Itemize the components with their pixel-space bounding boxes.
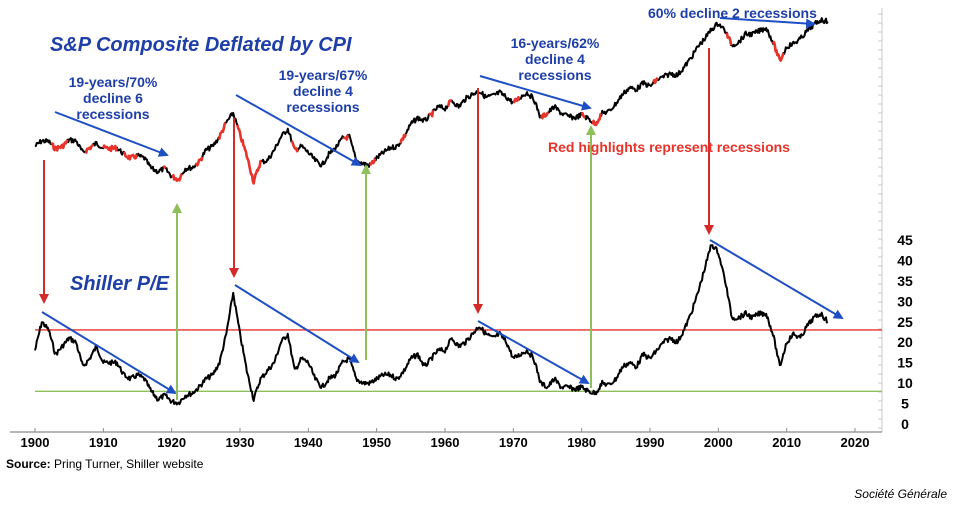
recession-highlight bbox=[194, 156, 204, 167]
annotation-text: recessions bbox=[76, 106, 149, 122]
chart-canvas: 1900 1910 1920 1930 1940 1950 1960 1970 1980 1990… bbox=[10, 5, 913, 450]
annotation-text: decline 6 bbox=[83, 90, 143, 106]
annotation-text: recessions bbox=[518, 67, 591, 83]
y-tick-label: 30 bbox=[897, 293, 913, 309]
x-tick-label: 1920 bbox=[157, 435, 186, 450]
trend-arrow bbox=[479, 75, 592, 111]
y-tick-label: 35 bbox=[897, 273, 913, 289]
x-tick-label: 1910 bbox=[89, 435, 118, 450]
annotation-text: decline 4 bbox=[293, 83, 353, 99]
recession-highlight bbox=[591, 113, 603, 127]
x-tick-label: 1960 bbox=[431, 435, 460, 450]
series-line-shiller-pe bbox=[34, 244, 829, 406]
annotation-text: recessions bbox=[286, 99, 359, 115]
x-tick-label: 1900 bbox=[21, 435, 50, 450]
source-note: Source: Pring Turner, Shiller website bbox=[6, 457, 203, 471]
annotation-text: Red highlights represent recessions bbox=[548, 139, 790, 155]
annotation-text: decline 4 bbox=[525, 51, 585, 67]
trend-arrow bbox=[709, 239, 844, 320]
source-label: Source: bbox=[6, 457, 51, 471]
trend-arrow bbox=[41, 311, 177, 395]
recession-highlight bbox=[725, 32, 733, 46]
trend-arrow bbox=[235, 94, 362, 166]
recession-highlight bbox=[342, 134, 349, 141]
y-tick-label: 25 bbox=[897, 314, 913, 330]
recession-highlight bbox=[84, 143, 95, 154]
trend-arrow bbox=[234, 284, 360, 364]
x-tick-label: 1970 bbox=[499, 435, 528, 450]
annotation-text: 19-years/67% bbox=[279, 67, 368, 83]
source-text: Pring Turner, Shiller website bbox=[54, 457, 204, 471]
recession-highlight bbox=[217, 121, 227, 140]
y-tick-label: 40 bbox=[897, 252, 913, 268]
y-tick-label: 5 bbox=[901, 396, 909, 412]
y-tick-label: 45 bbox=[897, 232, 913, 248]
recession-highlight bbox=[368, 158, 377, 166]
recession-highlight bbox=[427, 110, 435, 118]
lower-chart-title: Shiller P/E bbox=[70, 273, 170, 295]
recession-highlight bbox=[540, 111, 550, 120]
x-tick-label: 1930 bbox=[226, 435, 255, 450]
trend-arrow bbox=[54, 111, 169, 157]
annotation-text: 60% decline 2 recessions bbox=[648, 5, 817, 21]
annotation-text: 16-years/62% bbox=[511, 35, 600, 51]
recession-highlight bbox=[236, 124, 262, 185]
recession-highlight bbox=[102, 144, 119, 153]
y-tick-label: 20 bbox=[897, 334, 913, 350]
x-tick-label: 1990 bbox=[636, 435, 665, 450]
recession-highlight bbox=[122, 151, 138, 161]
chart-title: S&P Composite Deflated by CPI bbox=[50, 34, 352, 56]
annotation-text: 19-years/70% bbox=[69, 74, 158, 90]
x-tick-label: 2020 bbox=[841, 435, 870, 450]
x-tick-label: 1980 bbox=[567, 435, 596, 450]
x-tick-label: 1950 bbox=[362, 435, 391, 450]
recession-highlight bbox=[771, 40, 785, 62]
y-tick-label: 15 bbox=[897, 355, 913, 371]
recession-highlight bbox=[652, 77, 659, 85]
x-tick-label: 2010 bbox=[772, 435, 801, 450]
recession-highlight bbox=[512, 95, 521, 104]
recession-highlight bbox=[580, 112, 586, 119]
recession-highlight bbox=[446, 99, 453, 108]
x-tick-label: 2000 bbox=[704, 435, 733, 450]
x-tick-label: 1940 bbox=[294, 435, 323, 450]
y-tick-label: 0 bbox=[901, 416, 909, 432]
credit-note: Société Générale bbox=[854, 487, 947, 501]
recession-highlight bbox=[290, 140, 300, 153]
trend-arrow bbox=[719, 17, 816, 29]
y-tick-label: 10 bbox=[897, 375, 913, 391]
recession-highlight bbox=[50, 139, 69, 152]
recession-highlight bbox=[162, 165, 167, 170]
recession-highlight bbox=[171, 173, 183, 182]
recession-highlight bbox=[399, 133, 407, 144]
trend-arrow bbox=[477, 320, 590, 384]
